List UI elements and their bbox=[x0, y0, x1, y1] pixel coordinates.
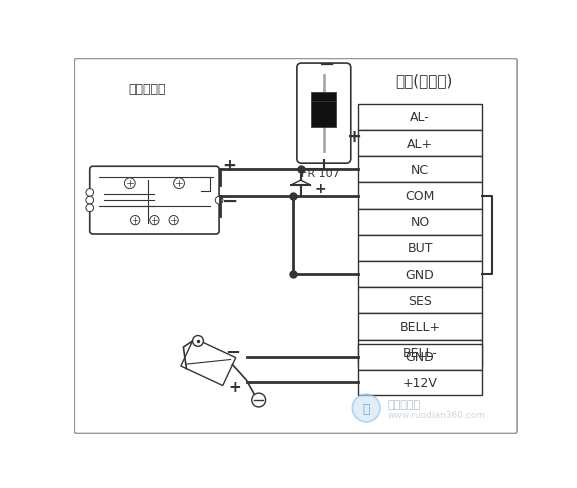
Circle shape bbox=[353, 394, 380, 422]
Text: 通电常闭锁: 通电常闭锁 bbox=[128, 83, 166, 96]
Circle shape bbox=[174, 179, 185, 189]
Text: +: + bbox=[228, 380, 241, 394]
Bar bbox=[358, 345, 482, 370]
Text: −: − bbox=[222, 191, 238, 210]
Text: AL+: AL+ bbox=[407, 137, 433, 150]
Text: GND: GND bbox=[406, 268, 434, 281]
Bar bbox=[358, 262, 482, 287]
Bar bbox=[358, 340, 482, 366]
Circle shape bbox=[125, 179, 135, 189]
Polygon shape bbox=[312, 92, 336, 102]
Bar bbox=[358, 183, 482, 209]
Circle shape bbox=[215, 197, 223, 204]
Text: NO: NO bbox=[410, 216, 430, 229]
Bar bbox=[358, 314, 482, 340]
Circle shape bbox=[150, 216, 159, 225]
Bar bbox=[358, 131, 482, 157]
Circle shape bbox=[252, 393, 265, 407]
Text: +: + bbox=[346, 128, 361, 146]
Polygon shape bbox=[312, 102, 336, 128]
FancyBboxPatch shape bbox=[297, 64, 351, 164]
Text: BELL-: BELL- bbox=[403, 346, 437, 359]
Bar bbox=[358, 157, 482, 183]
Text: 弱: 弱 bbox=[362, 402, 370, 415]
Bar bbox=[358, 370, 482, 395]
Text: BUT: BUT bbox=[407, 242, 433, 255]
Text: −: − bbox=[226, 344, 241, 362]
Text: −: − bbox=[319, 55, 335, 73]
Polygon shape bbox=[291, 181, 310, 185]
FancyBboxPatch shape bbox=[181, 338, 236, 386]
Text: +: + bbox=[314, 182, 326, 195]
Text: +12V: +12V bbox=[403, 376, 437, 389]
Bar bbox=[358, 104, 482, 131]
FancyBboxPatch shape bbox=[90, 167, 219, 235]
Text: GND: GND bbox=[406, 350, 434, 364]
Circle shape bbox=[86, 197, 93, 204]
Circle shape bbox=[86, 189, 93, 197]
Text: AL-: AL- bbox=[410, 111, 430, 124]
Text: 主机(门禁机): 主机(门禁机) bbox=[395, 73, 452, 87]
Text: www.ruodian360.com: www.ruodian360.com bbox=[388, 410, 486, 420]
Circle shape bbox=[130, 216, 140, 225]
Circle shape bbox=[86, 204, 93, 212]
Bar bbox=[358, 287, 482, 314]
Text: SES: SES bbox=[408, 294, 432, 307]
Text: FR 107: FR 107 bbox=[301, 168, 340, 179]
Text: +: + bbox=[222, 156, 236, 174]
Bar bbox=[358, 235, 482, 262]
Text: COM: COM bbox=[406, 190, 434, 203]
Circle shape bbox=[169, 216, 178, 225]
Bar bbox=[358, 209, 482, 235]
Text: NC: NC bbox=[411, 163, 429, 177]
Text: 弱电智能网: 弱电智能网 bbox=[388, 399, 421, 409]
Text: BELL+: BELL+ bbox=[399, 320, 441, 333]
FancyBboxPatch shape bbox=[74, 60, 517, 433]
Circle shape bbox=[193, 336, 204, 346]
